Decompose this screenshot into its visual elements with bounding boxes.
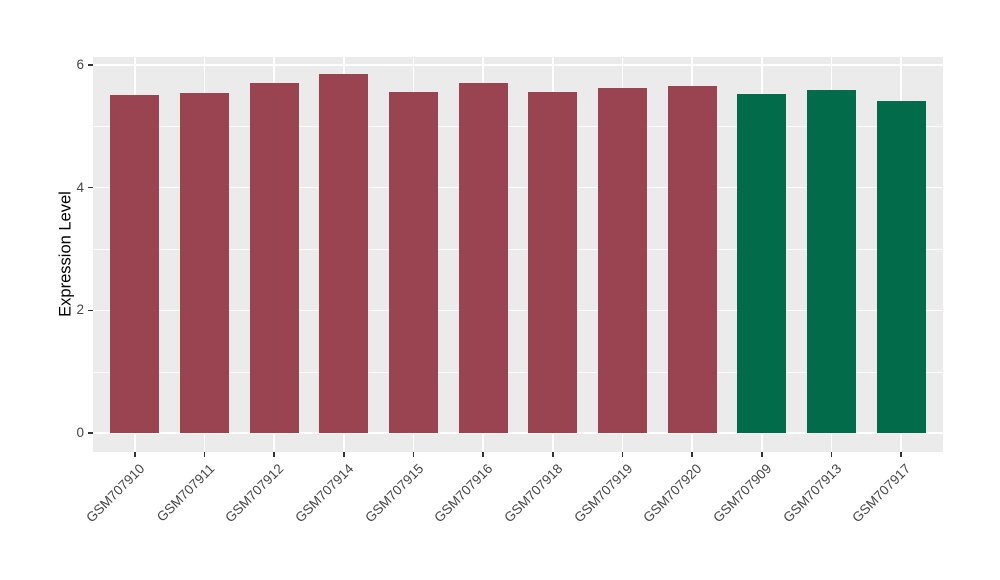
x-tick-label-GSM707917: GSM707917 (849, 461, 914, 526)
x-tick-mark (830, 452, 833, 457)
bar-GSM707918 (528, 91, 578, 433)
y-tick-label: 0 (76, 425, 84, 440)
x-tick-label-GSM707920: GSM707920 (640, 461, 705, 526)
x-tick-label-GSM707916: GSM707916 (431, 461, 496, 526)
x-tick-label-GSM707919: GSM707919 (570, 461, 636, 526)
x-tick-mark (203, 452, 206, 457)
bar-GSM707917 (876, 100, 926, 433)
x-tick-label-GSM707909: GSM707909 (710, 461, 775, 526)
x-tick-label-GSM707912: GSM707912 (222, 461, 287, 526)
y-tick-mark (88, 432, 93, 434)
gridline-y-minor (93, 371, 943, 373)
x-tick-mark (691, 452, 693, 457)
y-tick-mark (88, 64, 93, 66)
x-tick-label-GSM707913: GSM707913 (779, 461, 845, 526)
gridline-y-major (93, 432, 943, 434)
bar-GSM707909 (737, 94, 787, 433)
plot-panel (93, 57, 943, 452)
gridline-y-major (93, 64, 943, 66)
y-tick-label: 2 (76, 302, 84, 318)
gridline-y-minor (93, 249, 943, 250)
y-tick-mark (88, 309, 93, 312)
y-tick-label: 6 (76, 57, 84, 72)
bar-GSM707912 (249, 83, 299, 433)
x-tick-label-GSM707911: GSM707911 (153, 461, 218, 525)
x-tick-mark (552, 452, 554, 457)
gridline-y-major (93, 309, 943, 312)
x-tick-mark (412, 452, 415, 457)
x-tick-mark (134, 452, 136, 457)
x-tick-mark (482, 452, 484, 457)
bar-GSM707911 (180, 92, 229, 433)
gridline-y-major (93, 186, 943, 189)
x-tick-label-GSM707914: GSM707914 (292, 461, 357, 526)
bar-GSM707910 (110, 95, 160, 433)
y-tick-mark (88, 186, 93, 189)
bar-GSM707919 (598, 88, 647, 433)
x-tick-label-GSM707910: GSM707910 (83, 461, 148, 526)
x-tick-mark (900, 452, 902, 457)
y-axis-title-text: Expression Level (56, 191, 75, 317)
bar-GSM707913 (807, 89, 856, 433)
x-tick-label-GSM707915: GSM707915 (361, 461, 427, 526)
gridline-y-minor (93, 126, 943, 128)
bar-GSM707914 (319, 74, 369, 433)
x-tick-mark (761, 452, 763, 457)
bar-GSM707920 (667, 85, 717, 433)
bar-GSM707915 (389, 91, 438, 433)
x-tick-mark (273, 452, 275, 457)
y-tick-label: 4 (76, 179, 84, 195)
x-tick-label-GSM707918: GSM707918 (501, 461, 566, 526)
x-tick-mark (343, 452, 345, 457)
bar-GSM707916 (458, 82, 508, 433)
x-tick-mark (621, 452, 624, 457)
